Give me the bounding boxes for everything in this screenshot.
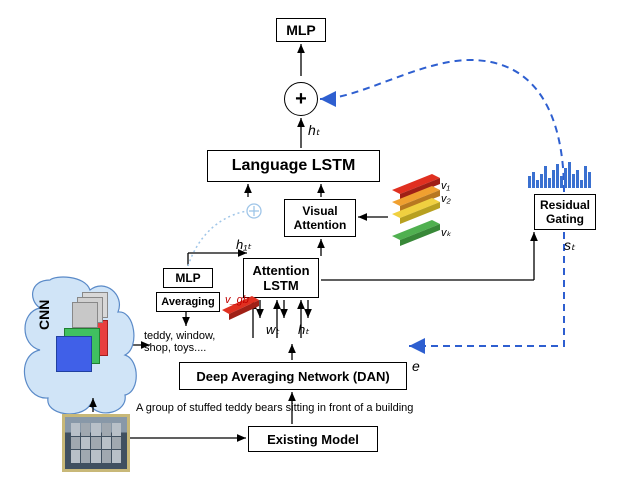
cnn-label: CNN <box>36 300 52 330</box>
language-lstm-box: Language LSTM <box>207 150 380 182</box>
vk-label: vₖ <box>441 226 451 239</box>
dan-box: Deep Averaging Network (DAN) <box>179 362 407 390</box>
ht-top-label: hₜ <box>308 122 320 139</box>
dan-label: Deep Averaging Network (DAN) <box>196 369 389 384</box>
v1-label: v₁ <box>441 180 450 192</box>
v2-label: v₂ <box>441 193 451 205</box>
e-label: e <box>412 358 420 374</box>
wt-label: wₜ <box>266 322 279 338</box>
attention-lstm-box: Attention LSTM <box>243 258 319 298</box>
residual-gating-box: Residual Gating <box>534 194 596 230</box>
st-label: sₜ <box>564 237 575 254</box>
residual-gating-label: Residual Gating <box>540 198 590 226</box>
plus-node: + <box>284 82 318 116</box>
mlp-mid-label: MLP <box>175 271 200 285</box>
ht-bot-label: hₜ <box>298 322 309 338</box>
plus-label: + <box>295 88 307 111</box>
mlp-top-box: MLP <box>276 18 326 42</box>
gating-bar-chart <box>528 162 592 192</box>
existing-model-label: Existing Model <box>267 432 359 447</box>
mlp-mid-box: MLP <box>163 268 213 288</box>
averaging-box: Averaging <box>156 292 220 312</box>
vgb-label: v_gb <box>225 294 249 306</box>
visual-attention-box: Visual Attention <box>284 199 356 237</box>
h1t-label: h₁ₜ <box>236 237 251 253</box>
caption-label: A group of stuffed teddy bears sitting i… <box>136 402 413 414</box>
input-image <box>62 414 130 472</box>
attention-lstm-label: Attention LSTM <box>252 263 309 293</box>
visual-attention-label: Visual Attention <box>294 204 347 232</box>
existing-model-box: Existing Model <box>248 426 378 452</box>
language-lstm-label: Language LSTM <box>232 157 356 175</box>
mlp-top-label: MLP <box>286 22 316 38</box>
averaging-label: Averaging <box>161 296 214 308</box>
tags-label: teddy, window, shop, toys.... <box>144 330 215 354</box>
